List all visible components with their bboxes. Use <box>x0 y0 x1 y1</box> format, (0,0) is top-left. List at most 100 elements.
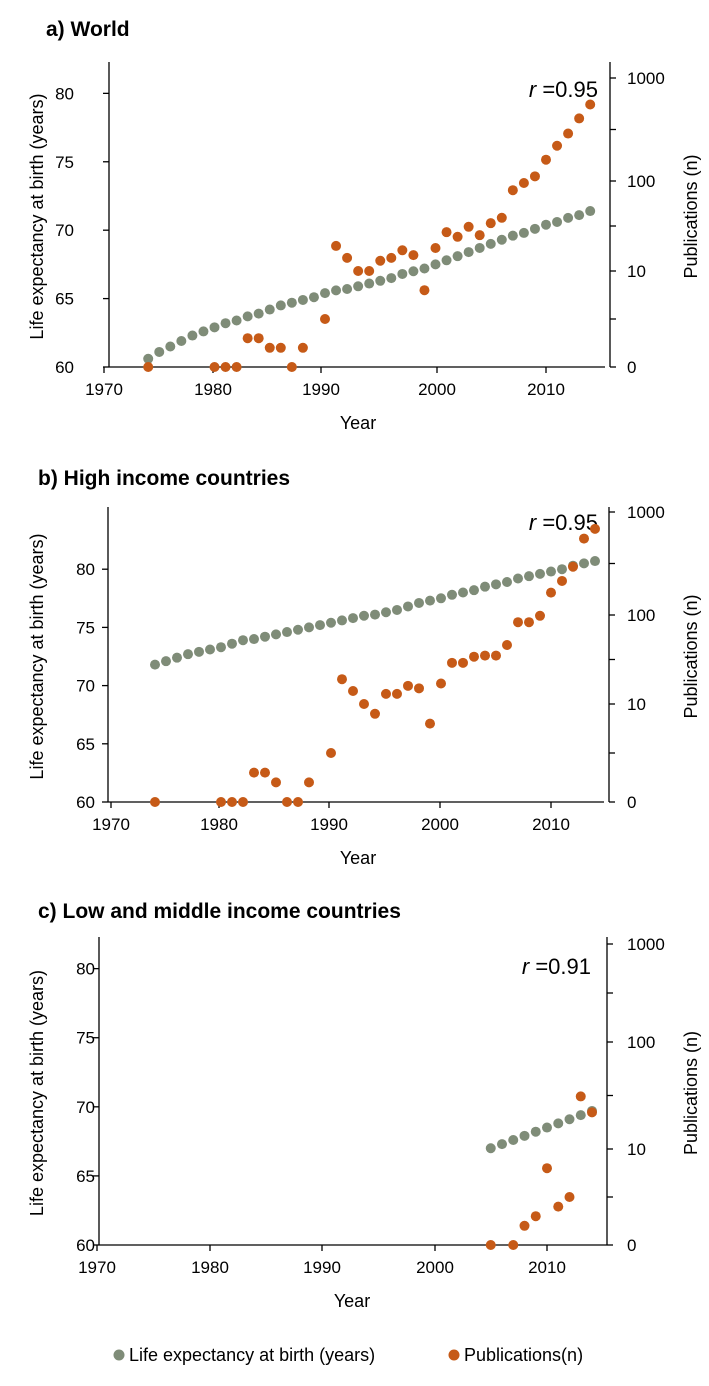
publications-point <box>579 533 589 544</box>
life-expectancy-point <box>194 646 204 657</box>
correlation-label: r =0.91 <box>522 954 591 979</box>
chart-panel-1: a) World 1970 1980 1990 2000 2010 60 65 70 75 80 0 1… <box>27 18 701 433</box>
life-expectancy-point <box>253 308 264 319</box>
right-y-tick-label: 100 <box>627 172 655 191</box>
life-expectancy-point <box>508 1134 519 1145</box>
x-axis-title: Year <box>340 413 376 433</box>
life-expectancy-point <box>209 322 220 333</box>
panel-title: a) World <box>46 18 130 41</box>
left-y-tick-label: 65 <box>76 735 95 754</box>
publications-point <box>260 767 270 778</box>
life-expectancy-point <box>337 615 347 626</box>
publications-point <box>574 113 585 124</box>
publications-point <box>535 610 545 621</box>
publications-point <box>227 797 237 807</box>
x-tick-label: 1970 <box>92 815 130 834</box>
correlation-label: r =0.95 <box>529 510 598 535</box>
x-tick-label: 1980 <box>194 380 232 399</box>
x-tick-label: 1970 <box>85 380 123 399</box>
life-expectancy-point <box>172 652 182 663</box>
life-expectancy-point <box>297 294 308 305</box>
publications-point <box>353 266 364 276</box>
life-expectancy-point <box>441 255 452 266</box>
left-y-tick-label: 80 <box>76 560 95 579</box>
publications-point <box>326 748 336 758</box>
life-expectancy-point <box>430 259 441 270</box>
publications-point <box>386 252 397 263</box>
life-expectancy-point <box>293 624 303 635</box>
x-tick-label: 1980 <box>191 1258 229 1277</box>
publications-point <box>458 657 468 668</box>
life-expectancy-point <box>308 292 319 303</box>
publications-point <box>397 245 408 256</box>
right-y-tick-label: 10 <box>627 262 646 281</box>
publications-point <box>491 650 501 661</box>
life-expectancy-point <box>227 638 237 649</box>
publications-point <box>286 362 297 372</box>
life-expectancy-point <box>403 601 413 612</box>
life-expectancy-point <box>198 326 209 337</box>
publications-point <box>529 171 540 182</box>
correlation-value: =0.95 <box>536 77 598 102</box>
left-y-tick-label: 75 <box>76 618 95 637</box>
right-y-tick-label: 10 <box>627 1140 646 1159</box>
left-y-tick-label: 80 <box>76 960 95 979</box>
life-expectancy-point <box>154 346 165 357</box>
publications-point <box>403 680 413 691</box>
publications-point <box>557 575 567 586</box>
life-expectancy-point <box>452 251 463 262</box>
publications-point <box>320 314 330 324</box>
right-y-tick-label: 0 <box>627 793 636 812</box>
right-y-tick-label: 100 <box>627 1033 655 1052</box>
life-expectancy-point <box>271 629 281 640</box>
correlation-r: r <box>529 77 538 102</box>
x-tick-label: 1990 <box>310 815 348 834</box>
life-expectancy-point <box>370 609 380 620</box>
life-expectancy-point <box>408 266 419 277</box>
left-y-tick-label: 80 <box>55 84 74 103</box>
publications-point <box>590 523 600 534</box>
life-expectancy-point <box>507 230 518 241</box>
publications-point <box>264 342 275 353</box>
life-expectancy-point <box>242 311 253 322</box>
publications-point <box>452 231 463 242</box>
left-y-tick-label: 70 <box>55 221 74 240</box>
publications-point <box>575 1091 586 1102</box>
life-expectancy-point <box>436 593 446 604</box>
publications-point <box>143 362 154 372</box>
publications-point <box>552 140 563 151</box>
x-tick-label: 2000 <box>421 815 459 834</box>
life-expectancy-point <box>590 556 600 567</box>
x-tick-label: 1970 <box>78 1258 116 1277</box>
life-expectancy-point <box>530 1126 541 1137</box>
life-expectancy-point <box>304 622 314 633</box>
life-expectancy-point <box>414 597 424 608</box>
publications-point <box>249 767 259 778</box>
life-expectancy-point <box>260 631 270 642</box>
life-expectancy-point <box>474 242 485 253</box>
publications-point <box>469 651 479 662</box>
right-y-tick-label: 0 <box>627 358 636 377</box>
x-tick-label: 1990 <box>303 1258 341 1277</box>
life-expectancy-point <box>579 558 589 569</box>
life-expectancy-point <box>176 336 187 347</box>
life-expectancy-point <box>480 581 490 592</box>
correlation-r: r <box>529 510 538 535</box>
publications-point <box>587 1107 597 1118</box>
left-y-tick-label: 65 <box>55 290 74 309</box>
life-expectancy-point <box>364 278 375 289</box>
right-y-tick-label: 1000 <box>627 69 665 88</box>
left-y-tick-label: 70 <box>76 677 95 696</box>
life-expectancy-point <box>524 571 534 582</box>
publications-point <box>275 342 286 353</box>
legend-life-label: Life expectancy at birth (years) <box>129 1345 375 1365</box>
left-y-tick-label: 65 <box>76 1167 95 1186</box>
life-expectancy-point <box>542 1122 552 1133</box>
life-expectancy-point <box>541 219 551 230</box>
publications-point <box>209 362 220 372</box>
life-expectancy-point <box>447 589 457 600</box>
life-expectancy-point <box>491 579 501 590</box>
publications-point <box>414 683 424 694</box>
left-y-tick-label: 75 <box>55 153 74 172</box>
